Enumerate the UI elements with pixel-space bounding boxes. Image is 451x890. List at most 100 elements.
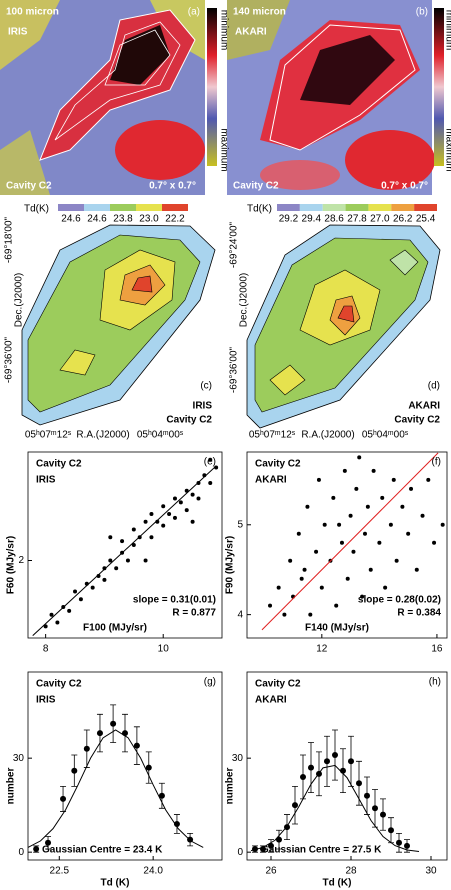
- annotation: Gaussian Centre = 27.5 K: [261, 845, 382, 856]
- plot-frame: [27, 671, 223, 861]
- y-tick-label: 30: [13, 753, 25, 764]
- point: [43, 624, 48, 629]
- plot-frame: [27, 451, 223, 639]
- map-a: [0, 0, 217, 195]
- point: [108, 558, 113, 563]
- plot-frame: [246, 671, 448, 861]
- chart-title: Cavity C2: [255, 679, 301, 690]
- point: [268, 603, 273, 608]
- point: [364, 792, 370, 799]
- panel-label: (b): [416, 7, 428, 18]
- point: [49, 612, 54, 617]
- point: [377, 540, 382, 545]
- point: [316, 477, 321, 482]
- point: [360, 594, 365, 599]
- point: [131, 543, 136, 547]
- point: [348, 758, 354, 765]
- point: [432, 540, 437, 545]
- colorbar-label: minimum: [443, 10, 451, 51]
- colorbar-tick-label: 29.2: [279, 214, 299, 225]
- colorbar-tick-label: 26.2: [393, 214, 413, 225]
- point: [302, 567, 307, 572]
- point: [331, 495, 336, 500]
- chart-subtitle: AKARI: [255, 695, 287, 706]
- x-tick-label: 26: [265, 866, 277, 877]
- y-axis-label: F90 (MJy/sr): [225, 536, 236, 594]
- point: [371, 468, 376, 473]
- point: [388, 522, 393, 527]
- point: [161, 504, 166, 509]
- point: [173, 820, 180, 827]
- x-tick-label: 8: [43, 644, 49, 655]
- chart-subtitle: AKARI: [255, 475, 287, 486]
- map-b: [227, 0, 444, 195]
- plot-frame: [246, 451, 448, 639]
- point: [440, 522, 445, 527]
- point: [372, 805, 378, 812]
- point: [305, 504, 310, 509]
- fit-line: [27, 729, 204, 848]
- point: [400, 504, 405, 509]
- point: [299, 576, 304, 581]
- point: [90, 585, 95, 590]
- map-caption: Cavity C2: [166, 415, 212, 426]
- map-caption: Cavity C2: [233, 181, 279, 192]
- colorbar-swatch: [277, 204, 300, 211]
- point: [184, 508, 189, 513]
- colorbar-tick-label: 24.6: [87, 214, 107, 225]
- panel-label: (c): [200, 381, 212, 392]
- contour-c: [21, 224, 216, 426]
- colorbar-swatch: [110, 204, 136, 211]
- point: [426, 477, 431, 482]
- point: [339, 540, 344, 545]
- point: [409, 486, 414, 491]
- point: [296, 531, 301, 536]
- colorbar-swatch: [391, 204, 415, 211]
- y-tick-label: -69°36'00": [229, 346, 240, 393]
- point: [131, 527, 136, 532]
- point: [288, 558, 293, 563]
- point: [149, 535, 154, 540]
- point: [342, 468, 347, 473]
- point: [404, 842, 410, 849]
- y-axis-label: Dec.(J2000): [14, 273, 25, 327]
- panel-label: (d): [428, 381, 440, 392]
- y-tick-label: 5: [237, 519, 243, 530]
- x-axis-label: R.A.(J2000): [76, 430, 129, 441]
- colorbar-tick-label: 23.8: [113, 214, 133, 225]
- colorbar-tick-label: 27.0: [370, 214, 390, 225]
- annotation: Gaussian Centre = 23.4 K: [42, 845, 163, 856]
- point: [394, 558, 399, 563]
- colorbar-title: Td(K): [247, 204, 272, 215]
- map-subtitle: AKARI: [235, 27, 267, 38]
- point: [383, 585, 388, 590]
- colorbar-swatch: [58, 204, 84, 211]
- colorbar-label: maximum: [218, 128, 229, 171]
- point: [67, 608, 72, 613]
- point: [145, 764, 152, 771]
- point: [362, 531, 367, 536]
- x-tick-label: 05ʰ07ᵐ12ˢ: [25, 430, 72, 441]
- point: [196, 496, 201, 501]
- y-tick-label: 2: [18, 555, 24, 566]
- point: [178, 500, 183, 505]
- x-tick-label: 22.5: [50, 866, 70, 877]
- y-tick-label: 30: [232, 753, 244, 764]
- y-tick-label: -69°18'00": [4, 216, 15, 263]
- point: [314, 549, 319, 554]
- point: [125, 558, 130, 563]
- x-axis-label: R.A.(J2000): [301, 430, 354, 441]
- colorbar-tick-label: 22.2: [165, 214, 185, 225]
- map-subtitle: IRIS: [193, 401, 213, 412]
- point: [110, 720, 117, 727]
- point: [414, 567, 419, 572]
- colorbar-swatch: [322, 204, 346, 211]
- fit-line: [261, 452, 439, 631]
- point: [420, 513, 425, 518]
- x-tick-label: 12: [316, 644, 328, 655]
- chart-title: Cavity C2: [36, 679, 82, 690]
- y-tick-label: -69°36'00": [4, 336, 15, 383]
- panel-label: (g): [204, 677, 216, 688]
- point: [308, 764, 314, 771]
